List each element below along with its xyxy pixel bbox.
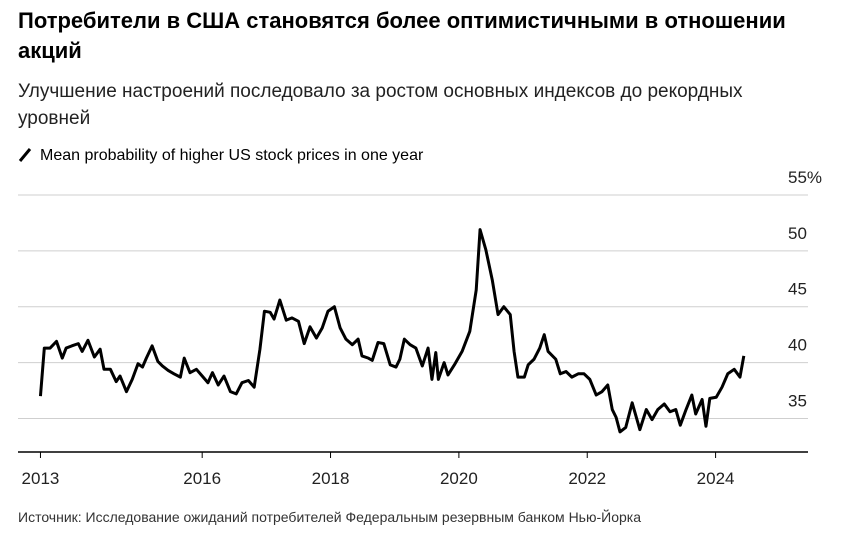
y-tick-label: 45 — [788, 280, 807, 299]
x-tick-label: 2013 — [22, 469, 60, 488]
y-tick-label: 40 — [788, 336, 807, 355]
x-tick-label: 2022 — [568, 469, 606, 488]
data-line — [38, 228, 746, 434]
source: Источник: Исследование ожиданий потребит… — [18, 508, 641, 525]
x-tick-label: 2024 — [697, 469, 735, 488]
title-box: Потребители в США становятся более оптим… — [18, 8, 786, 63]
x-tick-label: 2018 — [312, 469, 350, 488]
legend-swatch — [18, 148, 32, 162]
y-tick-label: 55% — [788, 168, 822, 187]
y-tick-label: 50 — [788, 224, 807, 243]
y-tick-label: 35 — [788, 391, 807, 410]
x-tick-label: 2016 — [183, 469, 221, 488]
subtitle-box: Улучшение настроений последовало за рост… — [18, 81, 743, 129]
x-tick-label: 2020 — [440, 469, 478, 488]
legend-label: Mean probability of higher US stock pric… — [40, 147, 424, 164]
chart-subtitle: Улучшение настроений последовало за рост… — [18, 81, 743, 129]
chart-title: Потребители в США становятся более оптим… — [18, 8, 786, 63]
